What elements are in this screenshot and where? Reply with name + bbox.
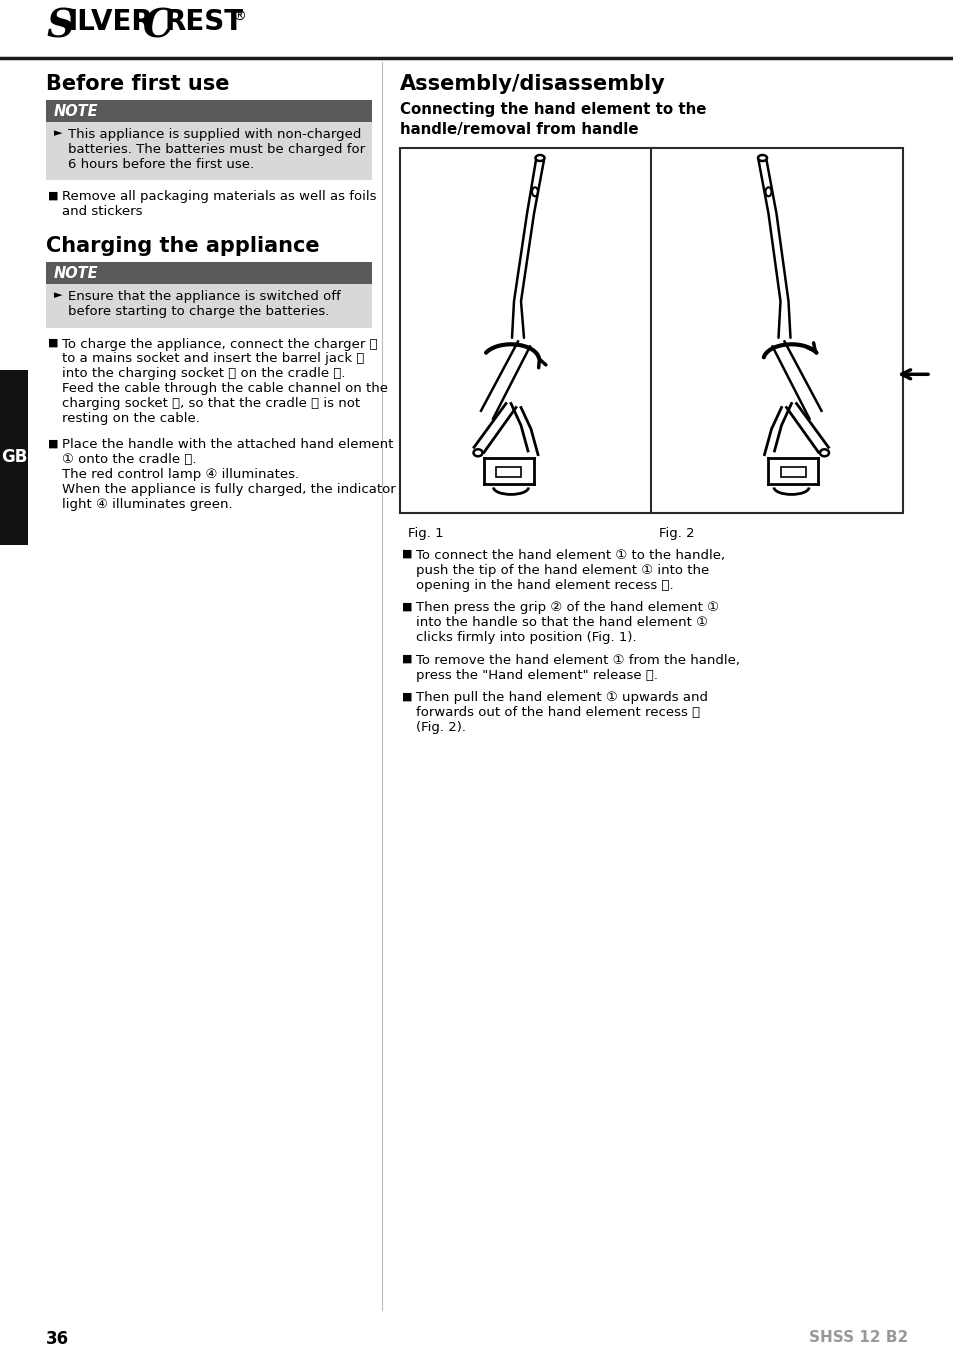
Bar bbox=[46, 100, 372, 122]
Ellipse shape bbox=[758, 154, 766, 161]
Bar bbox=[781, 466, 805, 477]
Text: S: S bbox=[46, 8, 74, 46]
Bar bbox=[399, 148, 902, 514]
Text: and stickers: and stickers bbox=[62, 205, 142, 218]
Text: C: C bbox=[143, 8, 173, 46]
Text: press the "Hand element" release Ⓠ.: press the "Hand element" release Ⓠ. bbox=[416, 668, 658, 682]
Text: into the charging socket Ⓠ on the cradle Ⓡ.: into the charging socket Ⓠ on the cradle… bbox=[62, 367, 345, 381]
Text: SHSS 12 B2: SHSS 12 B2 bbox=[808, 1331, 907, 1346]
Text: Fig. 2: Fig. 2 bbox=[659, 527, 694, 541]
Ellipse shape bbox=[473, 450, 482, 457]
Text: To charge the appliance, connect the charger Ⓑ: To charge the appliance, connect the cha… bbox=[62, 337, 377, 351]
Ellipse shape bbox=[532, 187, 537, 196]
Text: ®: ® bbox=[232, 9, 246, 24]
Text: ►: ► bbox=[54, 127, 63, 138]
Text: ■: ■ bbox=[401, 691, 412, 702]
Text: ILVER: ILVER bbox=[68, 8, 153, 37]
Text: ■: ■ bbox=[401, 602, 412, 611]
Text: Then press the grip ② of the hand element ①: Then press the grip ② of the hand elemen… bbox=[416, 602, 719, 614]
Text: batteries. The batteries must be charged for: batteries. The batteries must be charged… bbox=[68, 142, 365, 156]
Ellipse shape bbox=[820, 450, 828, 457]
Text: charging socket Ⓠ, so that the cradle Ⓡ is not: charging socket Ⓠ, so that the cradle Ⓡ … bbox=[62, 397, 359, 409]
Text: 36: 36 bbox=[46, 1331, 69, 1348]
Text: Remove all packaging materials as well as foils: Remove all packaging materials as well a… bbox=[62, 191, 376, 203]
Text: Feed the cable through the cable channel on the: Feed the cable through the cable channel… bbox=[62, 382, 388, 396]
Text: light ④ illuminates green.: light ④ illuminates green. bbox=[62, 497, 233, 511]
Text: Assembly/disassembly: Assembly/disassembly bbox=[399, 75, 665, 93]
Text: resting on the cable.: resting on the cable. bbox=[62, 412, 200, 424]
Text: Place the handle with the attached hand element: Place the handle with the attached hand … bbox=[62, 439, 393, 451]
Bar bbox=[46, 262, 372, 285]
Text: clicks firmly into position (Fig. 1).: clicks firmly into position (Fig. 1). bbox=[416, 631, 636, 644]
Text: ■: ■ bbox=[401, 654, 412, 664]
Text: NOTE: NOTE bbox=[54, 266, 98, 280]
Text: To remove the hand element ① from the handle,: To remove the hand element ① from the ha… bbox=[416, 654, 740, 667]
Bar bbox=[46, 122, 372, 180]
Text: This appliance is supplied with non-charged: This appliance is supplied with non-char… bbox=[68, 127, 361, 141]
Ellipse shape bbox=[764, 187, 771, 196]
Text: into the handle so that the hand element ①: into the handle so that the hand element… bbox=[416, 617, 707, 629]
Text: (Fig. 2).: (Fig. 2). bbox=[416, 721, 465, 734]
Text: To connect the hand element ① to the handle,: To connect the hand element ① to the han… bbox=[416, 549, 724, 562]
Text: GB: GB bbox=[1, 449, 27, 466]
Text: When the appliance is fully charged, the indicator: When the appliance is fully charged, the… bbox=[62, 482, 395, 496]
Text: Fig. 1: Fig. 1 bbox=[408, 527, 443, 541]
Bar bbox=[496, 466, 520, 477]
Text: Ensure that the appliance is switched off: Ensure that the appliance is switched of… bbox=[68, 290, 340, 304]
Text: to a mains socket and insert the barrel jack Ⓒ: to a mains socket and insert the barrel … bbox=[62, 352, 364, 366]
Text: before starting to charge the batteries.: before starting to charge the batteries. bbox=[68, 305, 329, 318]
Text: ►: ► bbox=[54, 290, 63, 299]
Text: Connecting the hand element to the
handle/removal from handle: Connecting the hand element to the handl… bbox=[399, 102, 706, 137]
Text: ① onto the cradle Ⓡ.: ① onto the cradle Ⓡ. bbox=[62, 453, 196, 466]
Text: 6 hours before the first use.: 6 hours before the first use. bbox=[68, 157, 253, 171]
Text: opening in the hand element recess Ⓒ.: opening in the hand element recess Ⓒ. bbox=[416, 579, 673, 592]
Text: ■: ■ bbox=[48, 191, 58, 201]
Text: push the tip of the hand element ① into the: push the tip of the hand element ① into … bbox=[416, 564, 708, 577]
Text: The red control lamp ④ illuminates.: The red control lamp ④ illuminates. bbox=[62, 467, 299, 481]
Text: ■: ■ bbox=[48, 337, 58, 348]
Text: forwards out of the hand element recess Ⓒ: forwards out of the hand element recess … bbox=[416, 706, 700, 720]
Text: ■: ■ bbox=[48, 439, 58, 449]
Bar bbox=[46, 285, 372, 328]
Text: ■: ■ bbox=[401, 549, 412, 560]
Text: Then pull the hand element ① upwards and: Then pull the hand element ① upwards and bbox=[416, 691, 707, 705]
Text: Charging the appliance: Charging the appliance bbox=[46, 236, 319, 256]
Ellipse shape bbox=[535, 154, 544, 161]
Text: Before first use: Before first use bbox=[46, 75, 230, 93]
Text: REST: REST bbox=[165, 8, 244, 37]
Text: NOTE: NOTE bbox=[54, 104, 98, 119]
Bar bbox=[0, 370, 28, 545]
